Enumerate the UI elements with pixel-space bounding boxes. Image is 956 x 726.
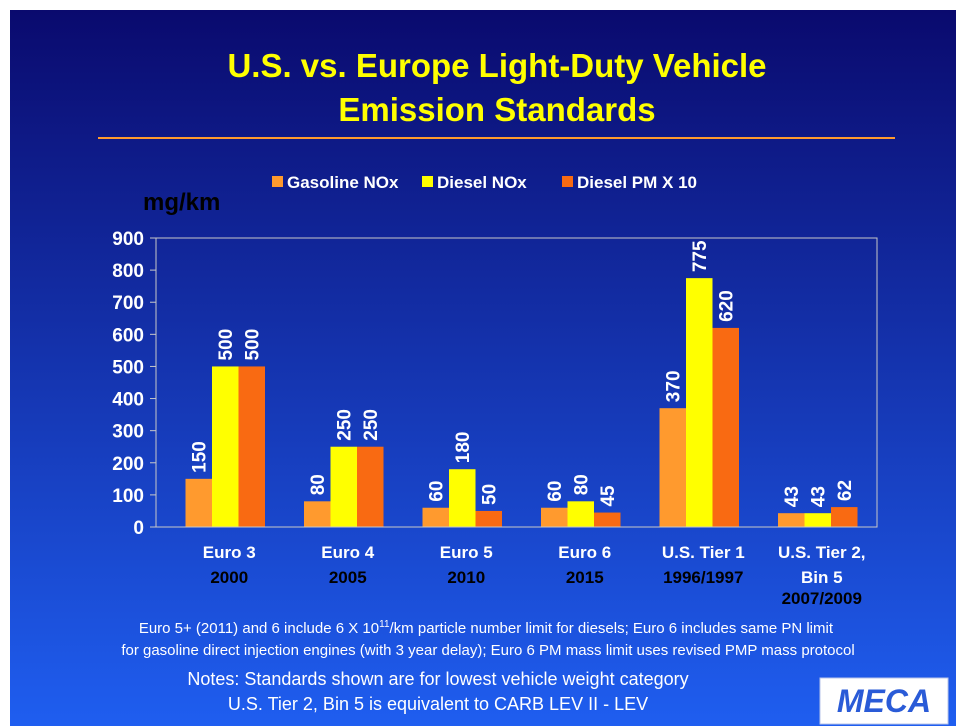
x-tick-date: 2005 (329, 568, 367, 587)
data-label: 43 (809, 486, 830, 507)
data-label: 60 (545, 481, 566, 502)
bar (594, 512, 621, 527)
legend-swatch (422, 176, 433, 187)
y-tick-label: 900 (112, 229, 144, 250)
footnote-text: Euro 5+ (2011) and 6 include 6 X 10 (139, 620, 379, 637)
bar (449, 469, 476, 527)
bar (422, 507, 449, 527)
bar (330, 446, 357, 527)
bar (185, 478, 212, 527)
data-label: 500 (243, 329, 264, 361)
data-label: 620 (717, 290, 738, 322)
legend-swatch (562, 176, 573, 187)
data-label: 250 (361, 409, 382, 441)
background (10, 10, 956, 726)
x-tick-label: Euro 3 (203, 543, 256, 562)
x-tick-date: 2010 (447, 568, 485, 587)
bar (475, 510, 502, 527)
y-tick-label: 300 (112, 422, 144, 443)
x-tick-label: Bin 5 (801, 568, 843, 587)
y-tick-label: 500 (112, 357, 144, 378)
x-tick-date: 1996/1997 (663, 568, 743, 587)
chart-title: Emission Standards (338, 91, 655, 128)
legend-label: Gasoline NOx (287, 173, 399, 192)
bar (238, 366, 265, 527)
logo-box (819, 677, 949, 725)
bar (659, 408, 686, 527)
legend-swatch (272, 176, 283, 187)
footnote: Euro 5+ (2011) and 6 include 6 X 1011/km… (121, 619, 854, 659)
y-tick-label: 700 (112, 293, 144, 314)
x-tick-label: Euro 5 (440, 543, 493, 562)
y-tick-label: 200 (112, 454, 144, 475)
bar (712, 327, 739, 527)
x-tick-date: 2015 (566, 568, 604, 587)
y-tick-label: 100 (112, 486, 144, 507)
y-axis-label: mg/km (143, 189, 220, 216)
data-label: 80 (572, 474, 593, 495)
footnote-text: /km particle number limit for diesels; E… (390, 620, 834, 637)
bar (686, 278, 713, 527)
bar (831, 507, 858, 527)
data-label: 150 (190, 441, 211, 473)
data-label: 775 (690, 240, 711, 272)
data-label: 370 (664, 370, 685, 402)
y-tick-label: 600 (112, 325, 144, 346)
note: Notes: Standards shown are for lowest ve… (187, 669, 688, 689)
data-label: 45 (598, 485, 619, 507)
x-tick-label: Euro 4 (321, 543, 374, 562)
data-label: 80 (308, 474, 329, 495)
data-label: 250 (335, 409, 356, 441)
x-tick-label: Euro 6 (558, 543, 611, 562)
footnote-sup: 11 (379, 619, 390, 630)
bar (567, 501, 594, 527)
logo: MECA (837, 683, 931, 719)
bar (304, 501, 331, 527)
x-tick-date: 2007/2009 (782, 589, 862, 608)
legend-label: Diesel PM X 10 (577, 173, 697, 192)
bar (212, 366, 239, 527)
y-tick-label: 400 (112, 390, 144, 411)
data-label: 180 (453, 431, 474, 463)
note: U.S. Tier 2, Bin 5 is equivalent to CARB… (228, 694, 648, 714)
data-label: 500 (216, 329, 237, 361)
bar (804, 513, 831, 527)
legend-label: Diesel NOx (437, 173, 527, 192)
bar (541, 507, 568, 527)
data-label: 60 (427, 481, 448, 502)
footnote-text: for gasoline direct injection engines (w… (121, 642, 854, 659)
x-tick-date: 2000 (210, 568, 248, 587)
data-label: 50 (480, 484, 501, 505)
chart-title: U.S. vs. Europe Light-Duty Vehicle (227, 47, 766, 84)
data-label: 43 (782, 486, 803, 507)
bar (778, 513, 805, 527)
y-tick-label: 0 (133, 518, 144, 539)
bar (357, 446, 384, 527)
y-tick-label: 800 (112, 261, 144, 282)
x-tick-label: U.S. Tier 2, (778, 543, 866, 562)
x-tick-label: U.S. Tier 1 (662, 543, 745, 562)
data-label: 62 (835, 480, 856, 501)
